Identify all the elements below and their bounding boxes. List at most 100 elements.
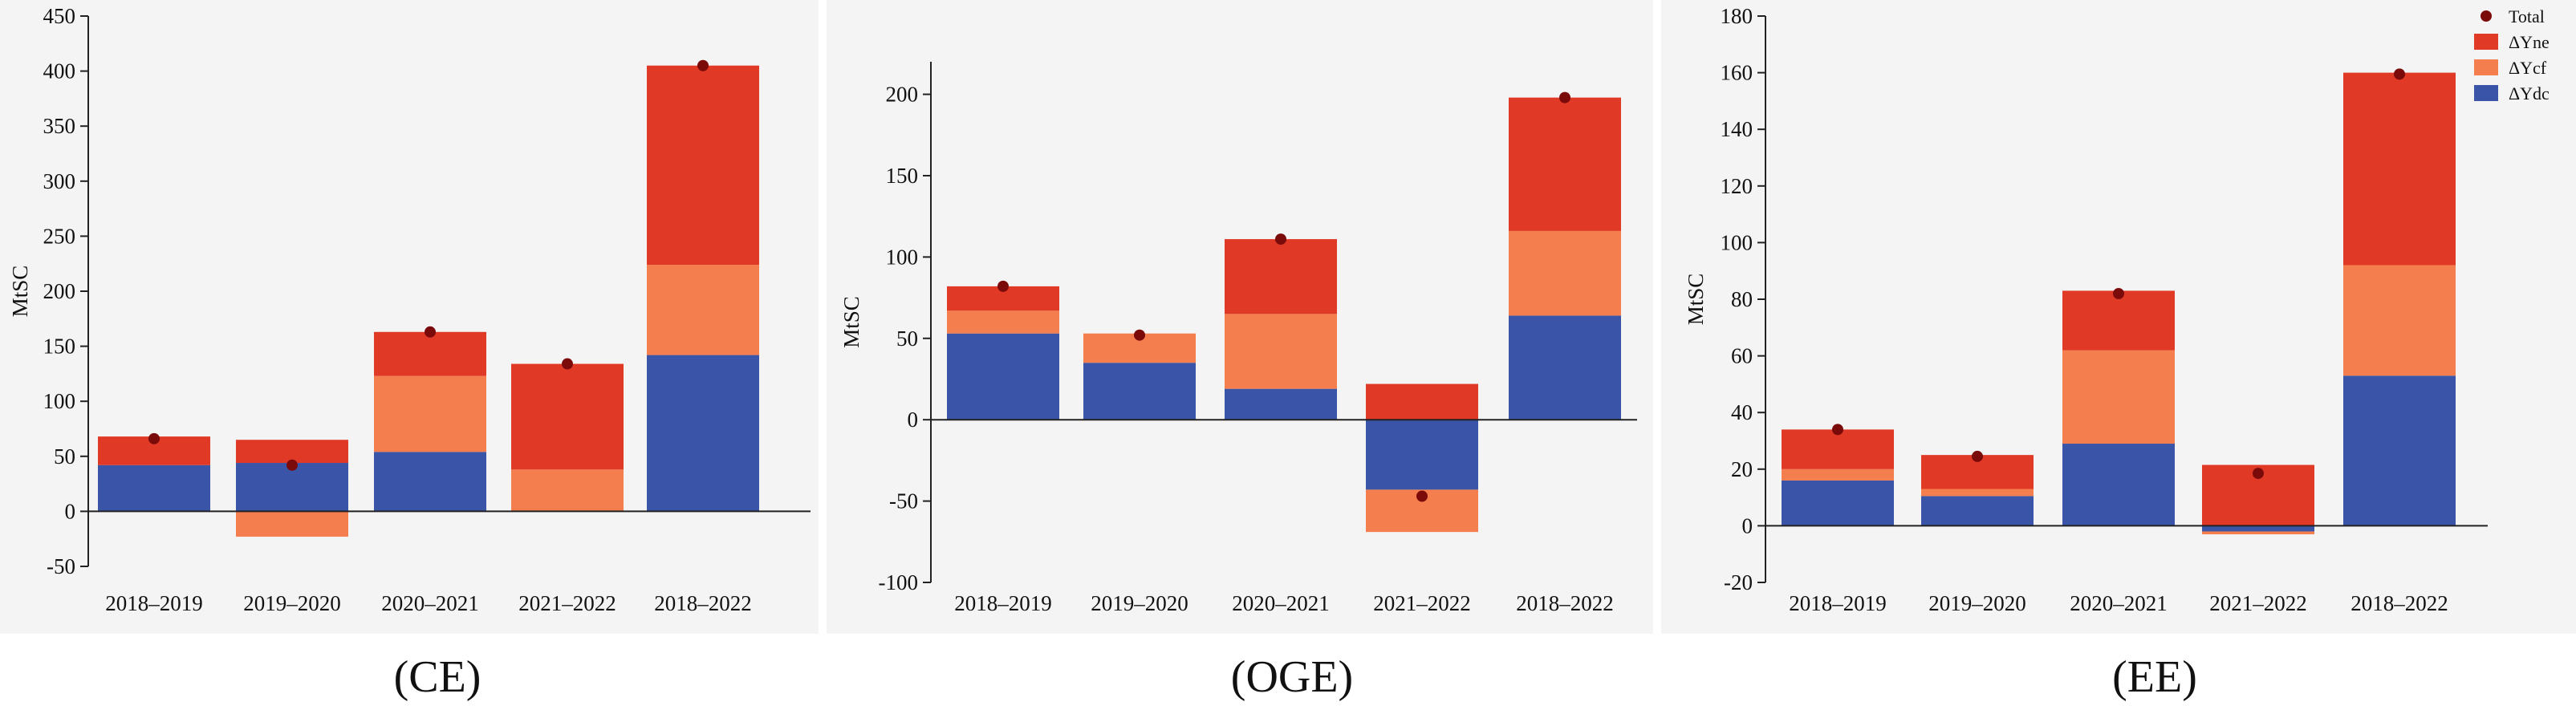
bar-ycf-ee-4: [2343, 265, 2456, 376]
y-tick-label-oge: 200: [886, 83, 919, 107]
total-point-ce-3: [562, 358, 573, 370]
bar-ycf-ce-1: [236, 511, 348, 537]
bar-ydc-ee-2: [2062, 444, 2175, 526]
bar-yne-ee-2: [2062, 290, 2175, 351]
legend-label-ydc: ΔYdc: [2509, 83, 2550, 103]
category-label-oge-3: 2021–2022: [1373, 591, 1471, 615]
y-tick-label-ce: 0: [65, 499, 76, 523]
bar-ydc-ee-1: [1921, 496, 2034, 526]
bar-ydc-ce-0: [98, 464, 210, 512]
bar-ydc-ce-1: [236, 463, 348, 512]
bar-ycf-ce-2: [374, 375, 486, 452]
bar-ycf-ce-3: [511, 469, 624, 512]
category-label-ce-1: 2019–2020: [243, 591, 341, 615]
total-point-ee-3: [2253, 468, 2264, 480]
y-axis-label-ce: MtSC: [8, 266, 32, 318]
panel-title-oge: (OGE): [1231, 652, 1353, 702]
legend-label-ycf: ΔYcf: [2509, 58, 2547, 78]
y-tick-label-ee: 100: [1721, 230, 1753, 254]
category-label-ee-0: 2018–2019: [1789, 591, 1887, 615]
category-label-ce-3: 2021–2022: [518, 591, 616, 615]
total-point-ce-1: [286, 459, 298, 471]
bar-yne-ee-4: [2343, 72, 2456, 266]
bar-ycf-oge-2: [1225, 314, 1337, 389]
total-point-ee-4: [2394, 68, 2405, 80]
legend-label-total: Total: [2509, 6, 2545, 26]
category-label-ee-4: 2018–2022: [2350, 591, 2448, 615]
y-tick-label-ee: 120: [1721, 174, 1753, 198]
y-tick-label-ee: -20: [1724, 570, 1753, 594]
y-tick-label-ee: 60: [1731, 344, 1753, 368]
total-point-ce-4: [697, 59, 709, 71]
y-tick-label-oge: 100: [886, 245, 919, 269]
y-tick-label-ce: -50: [47, 554, 75, 578]
bar-ydc-oge-2: [1225, 388, 1337, 420]
bar-yne-ce-2: [374, 331, 486, 376]
y-tick-label-oge: 0: [908, 408, 919, 432]
bar-ydc-ee-0: [1782, 480, 1894, 526]
y-tick-label-ee: 160: [1721, 61, 1753, 85]
legend-label-yne: ΔYne: [2509, 32, 2550, 52]
bar-ydc-oge-4: [1509, 315, 1621, 420]
bar-ycf-ee-3: [2202, 531, 2314, 534]
legend-marker-ycf: [2474, 59, 2498, 75]
y-axis-label-oge: MtSC: [839, 296, 863, 348]
y-tick-label-ce: 150: [43, 335, 76, 359]
category-label-oge-2: 2020–2021: [1232, 591, 1330, 615]
bar-ycf-ee-2: [2062, 350, 2175, 444]
bar-yne-ce-1: [236, 440, 348, 464]
total-point-oge-4: [1559, 91, 1570, 103]
legend-marker-total: [2481, 10, 2492, 22]
y-tick-label-ce: 350: [43, 114, 76, 138]
legend-marker-yne: [2474, 34, 2498, 50]
bar-yne-ce-4: [647, 65, 759, 266]
total-point-oge-1: [1134, 329, 1145, 341]
bar-ydc-oge-3: [1366, 420, 1478, 490]
total-point-oge-0: [997, 280, 1009, 292]
category-label-ce-2: 2020–2021: [381, 591, 479, 615]
bar-yne-ee-0: [1782, 429, 1894, 469]
bar-ycf-oge-0: [947, 310, 1059, 334]
category-label-oge-1: 2019–2020: [1091, 591, 1188, 615]
y-tick-label-ce: 300: [43, 169, 76, 193]
total-point-ce-0: [148, 432, 160, 444]
bar-ydc-oge-1: [1083, 363, 1196, 420]
bar-yne-ce-3: [511, 363, 624, 470]
panel-title-ce: (CE): [394, 652, 481, 702]
y-tick-label-ce: 200: [43, 279, 76, 303]
bar-ydc-ee-4: [2343, 375, 2456, 526]
bar-ydc-ce-4: [647, 355, 759, 512]
y-tick-label-ce: 250: [43, 224, 76, 248]
y-tick-label-oge: 50: [896, 327, 918, 351]
y-tick-label-ce: 400: [43, 59, 76, 83]
bar-ycf-ce-4: [647, 265, 759, 355]
bar-ydc-ce-2: [374, 452, 486, 512]
category-label-ee-1: 2019–2020: [1928, 591, 2026, 615]
y-tick-label-ce: 450: [43, 4, 76, 28]
y-tick-label-ee: 20: [1731, 457, 1753, 481]
legend-marker-ydc: [2474, 85, 2498, 101]
category-label-oge-0: 2018–2019: [954, 591, 1052, 615]
y-tick-label-oge: 150: [886, 164, 919, 188]
y-tick-label-ee: 140: [1721, 117, 1753, 141]
panel-title-ee: (EE): [2112, 652, 2197, 702]
total-point-ee-0: [1832, 424, 1843, 436]
total-point-ee-1: [1972, 450, 1983, 462]
bar-yne-oge-3: [1366, 383, 1478, 420]
total-point-ee-2: [2113, 287, 2124, 299]
y-tick-label-ee: 180: [1721, 4, 1753, 28]
bar-ycf-ee-0: [1782, 469, 1894, 481]
category-label-ee-2: 2020–2021: [2070, 591, 2168, 615]
y-tick-label-ee: 80: [1731, 287, 1753, 311]
bar-yne-oge-2: [1225, 239, 1337, 314]
bar-ydc-oge-0: [947, 333, 1059, 420]
y-tick-label-ce: 100: [43, 389, 76, 413]
category-label-ce-0: 2018–2019: [105, 591, 203, 615]
bar-ydc-ee-3: [2202, 525, 2314, 532]
category-label-ee-3: 2021–2022: [2209, 591, 2307, 615]
bar-ycf-oge-4: [1509, 230, 1621, 316]
y-axis-label-ee: MtSC: [1684, 274, 1708, 326]
y-tick-label-ee: 40: [1731, 400, 1753, 424]
